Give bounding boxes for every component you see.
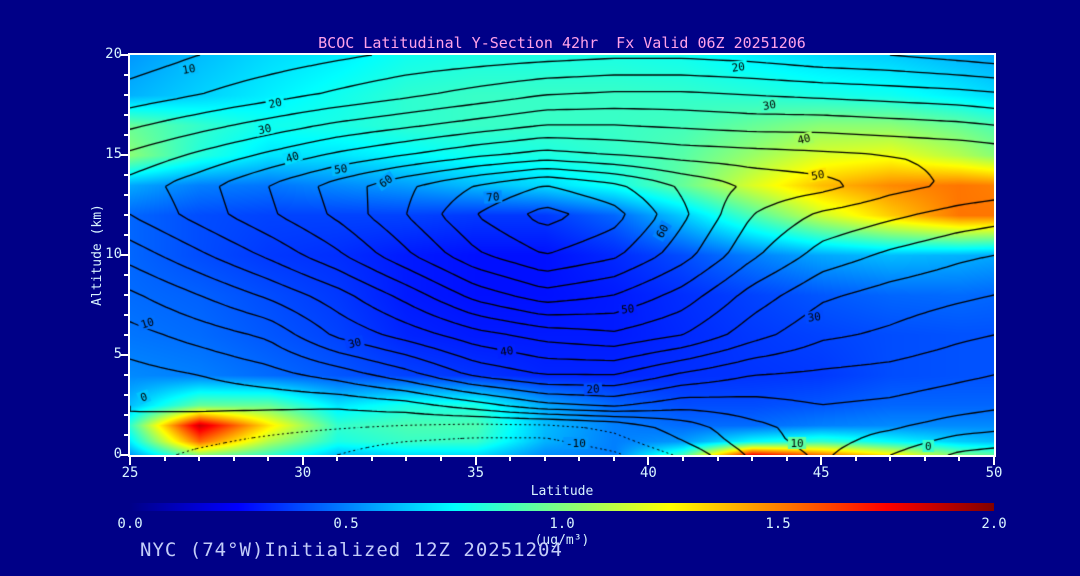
chart-title: BCOC Latitudinal Y-Section 42hr Fx Valid… xyxy=(318,34,806,52)
y-major-tick xyxy=(120,154,128,156)
colorbar-tick-label: 1.5 xyxy=(765,516,791,532)
y-tick-label: 15 xyxy=(105,146,122,162)
x-tick-label: 35 xyxy=(467,465,485,481)
x-minor-tick xyxy=(336,457,339,461)
x-minor-tick xyxy=(440,457,443,461)
contour-plot-canvas xyxy=(130,55,994,455)
colorbar-tick-label: 1.0 xyxy=(549,516,575,532)
colorbar-tick-label: 2.0 xyxy=(981,516,1007,532)
x-minor-tick xyxy=(543,457,546,461)
footer-annotation: NYC (74°W)Initialized 12Z 20251204 xyxy=(140,539,563,561)
x-minor-tick xyxy=(198,457,201,461)
x-tick-label: 45 xyxy=(812,465,830,481)
y-minor-tick xyxy=(124,174,128,176)
x-minor-tick xyxy=(785,457,788,461)
x-minor-tick xyxy=(751,457,754,461)
colorbar-units-label: (ug/m³) xyxy=(534,533,590,548)
y-minor-tick xyxy=(124,434,128,436)
y-minor-tick xyxy=(124,194,128,196)
y-minor-tick xyxy=(124,394,128,396)
x-tick-label: 50 xyxy=(985,465,1003,481)
y-minor-tick xyxy=(124,314,128,316)
y-major-tick xyxy=(120,54,128,56)
y-minor-tick xyxy=(124,234,128,236)
y-tick-label: 10 xyxy=(105,246,122,262)
y-major-tick xyxy=(120,454,128,456)
x-major-tick xyxy=(993,457,995,465)
y-major-tick xyxy=(120,254,128,256)
y-minor-tick xyxy=(124,294,128,296)
x-minor-tick xyxy=(405,457,408,461)
x-minor-tick xyxy=(612,457,615,461)
x-major-tick xyxy=(820,457,823,465)
x-minor-tick xyxy=(958,457,961,461)
x-minor-tick xyxy=(163,457,166,461)
x-major-tick xyxy=(129,457,131,465)
x-tick-label: 40 xyxy=(639,465,657,481)
plot-area xyxy=(128,53,996,457)
x-minor-tick xyxy=(681,457,684,461)
y-minor-tick xyxy=(124,114,128,116)
x-minor-tick xyxy=(267,457,270,461)
y-minor-tick xyxy=(124,414,128,416)
y-minor-tick xyxy=(124,134,128,136)
x-major-tick xyxy=(647,457,650,465)
y-tick-label: 20 xyxy=(105,46,122,62)
x-minor-tick xyxy=(854,457,857,461)
x-minor-tick xyxy=(716,457,719,461)
x-tick-label: 25 xyxy=(121,465,139,481)
x-minor-tick xyxy=(509,457,512,461)
x-major-tick xyxy=(301,457,304,465)
x-axis-label: Latitude xyxy=(530,484,594,499)
y-minor-tick xyxy=(124,274,128,276)
x-minor-tick xyxy=(578,457,581,461)
x-minor-tick xyxy=(370,457,373,461)
x-minor-tick xyxy=(232,457,235,461)
colorbar xyxy=(130,503,994,511)
y-tick-label: 0 xyxy=(113,446,122,462)
y-minor-tick xyxy=(124,334,128,336)
y-major-tick xyxy=(120,354,128,356)
x-major-tick xyxy=(474,457,477,465)
y-minor-tick xyxy=(124,74,128,76)
x-minor-tick xyxy=(889,457,892,461)
y-minor-tick xyxy=(124,374,128,376)
y-minor-tick xyxy=(124,94,128,96)
y-minor-tick xyxy=(124,214,128,216)
y-tick-label: 5 xyxy=(113,346,122,362)
colorbar-tick-label: 0.0 xyxy=(117,516,143,532)
x-tick-label: 30 xyxy=(294,465,312,481)
x-minor-tick xyxy=(923,457,926,461)
colorbar-tick-label: 0.5 xyxy=(333,516,359,532)
